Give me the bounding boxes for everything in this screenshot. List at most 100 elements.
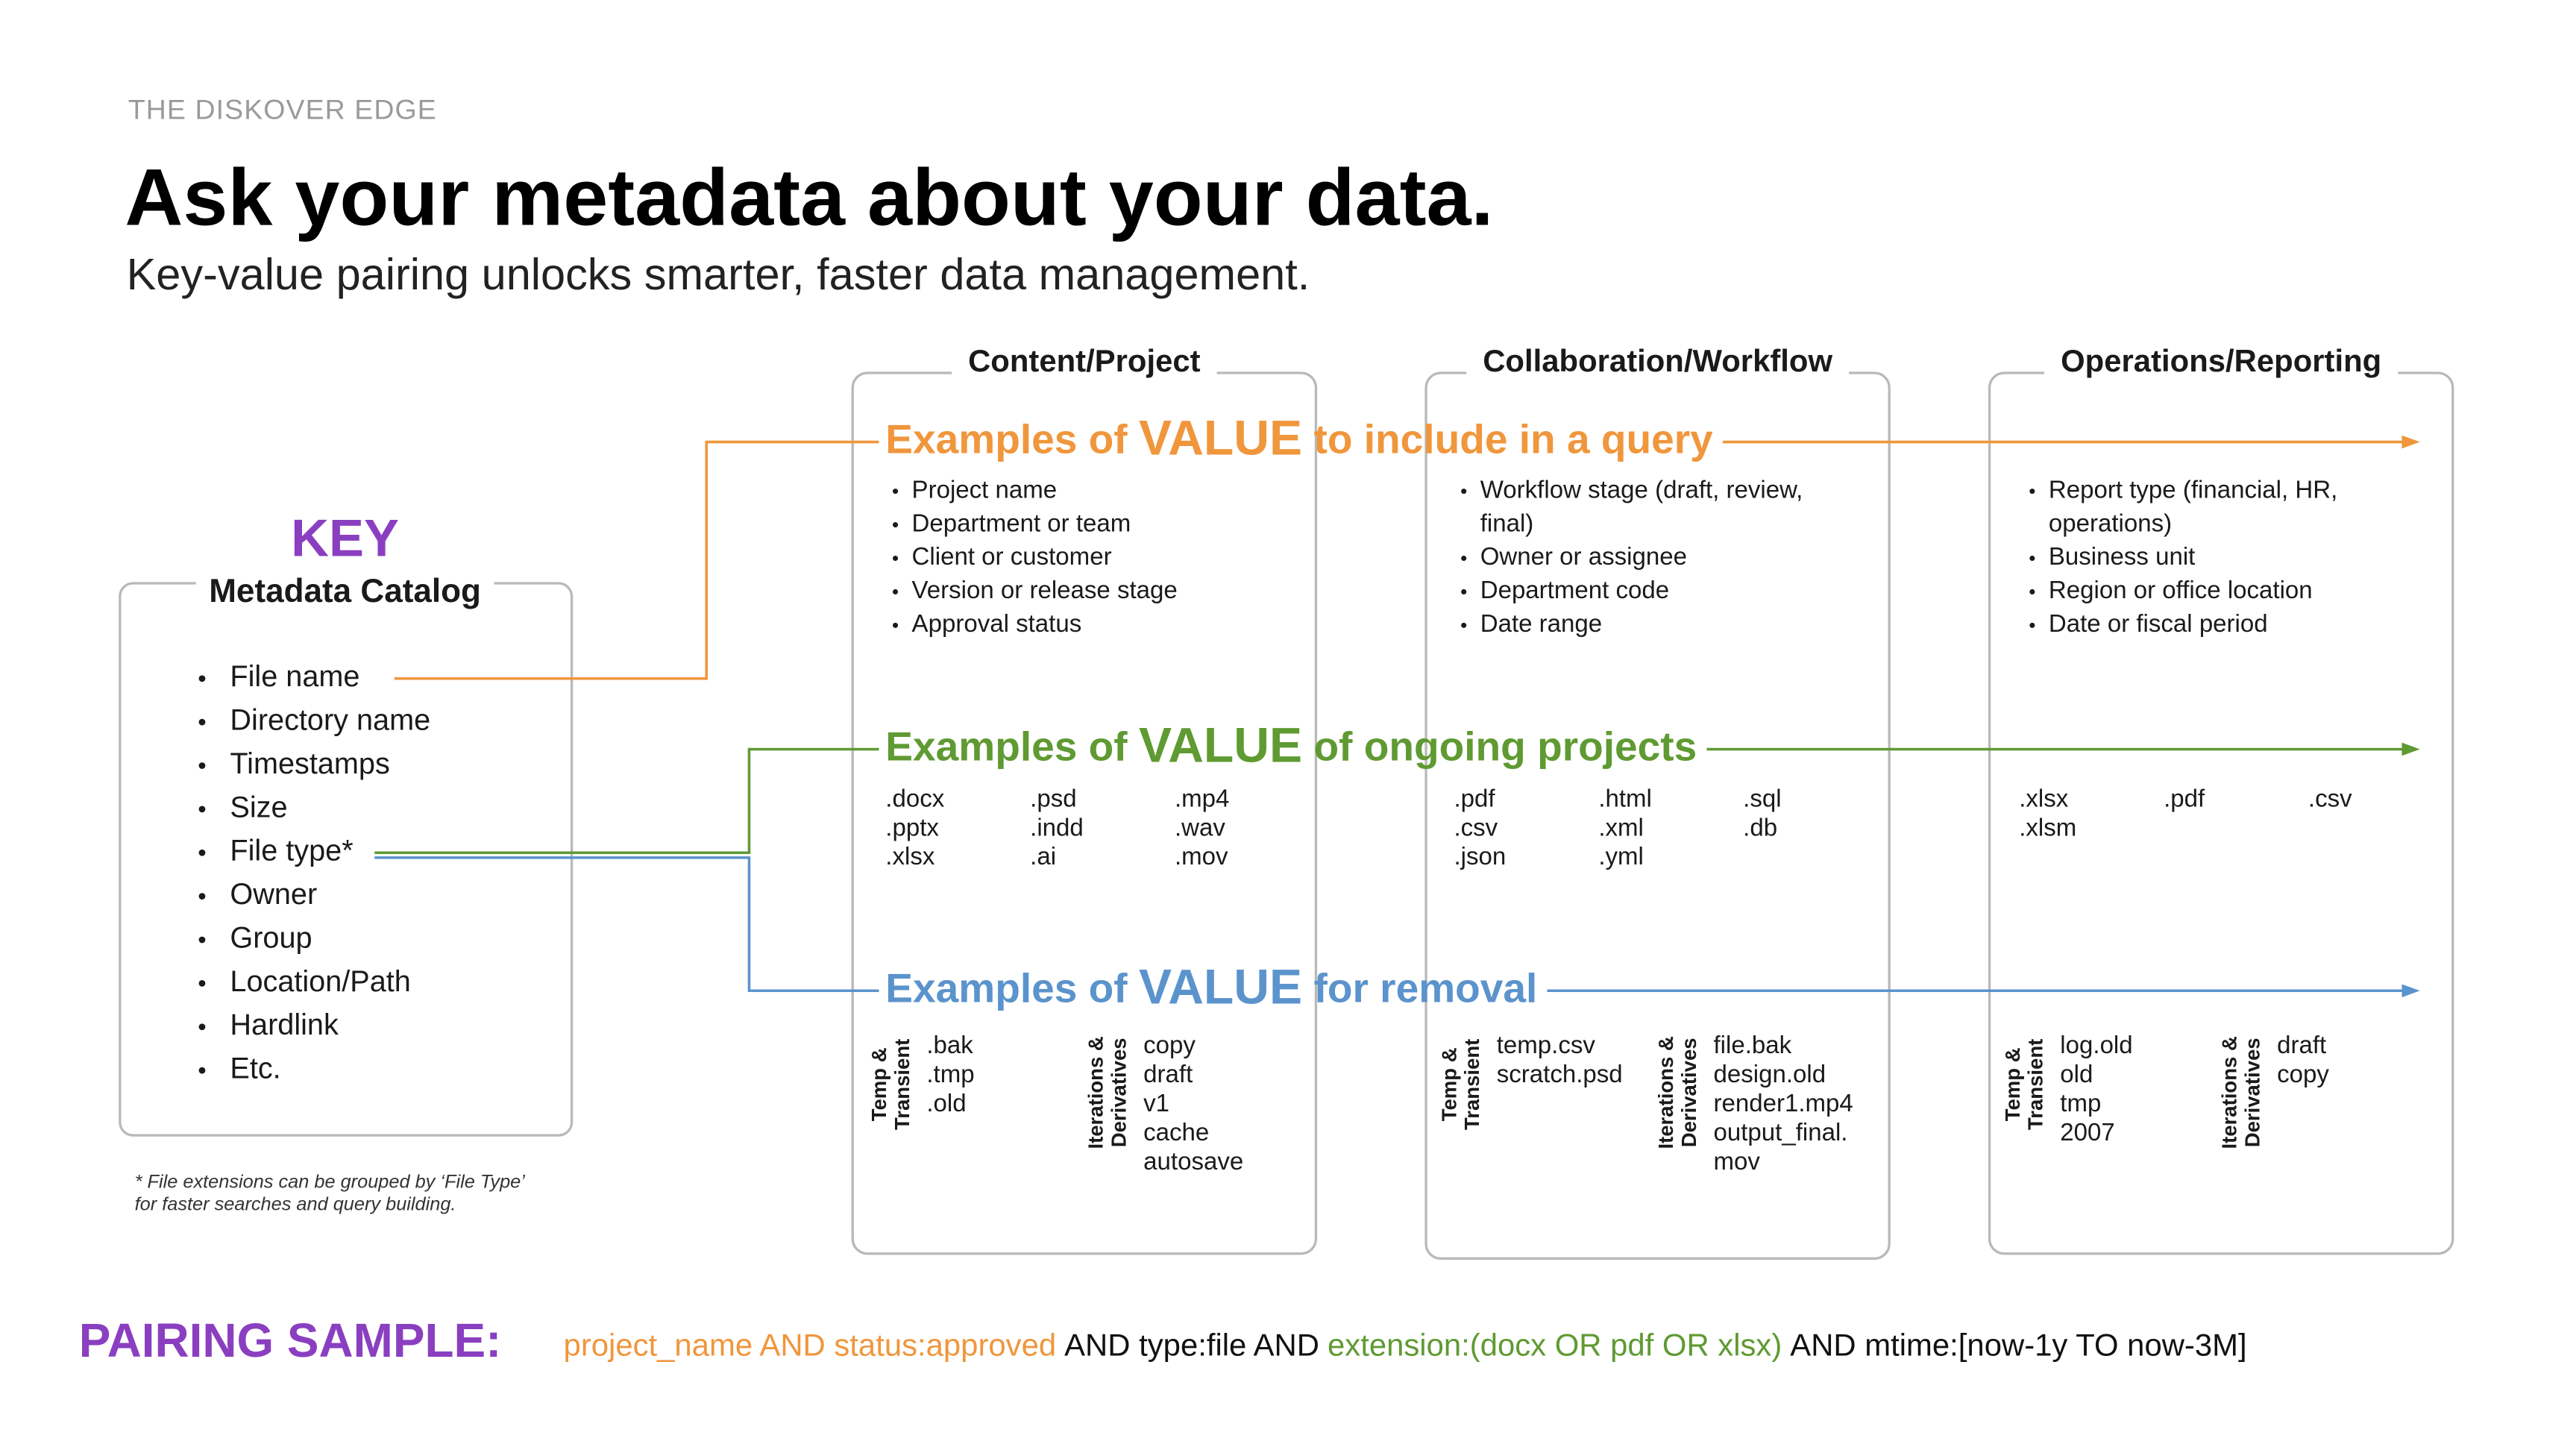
removal-item: draft — [2277, 1032, 2326, 1059]
value-item: Workflow stage (draft, review, — [1480, 476, 1803, 503]
extension: .xlsx — [885, 843, 935, 870]
value-item: Project name — [912, 476, 1058, 503]
heading-suffix: for removal — [1313, 964, 1537, 1011]
extension: .csv — [2308, 785, 2352, 812]
removal-item: copy — [2277, 1061, 2329, 1088]
removal-item: scratch.psd — [1497, 1061, 1623, 1088]
value-item: Department code — [1480, 577, 1669, 604]
heading-prefix: Examples of — [885, 415, 1128, 462]
extension: .docx — [885, 785, 944, 812]
extension: .csv — [1454, 814, 1498, 841]
value-item: final) — [1480, 509, 1534, 537]
title: Ask your metadata about your data. — [125, 152, 1493, 242]
group-label: Transient — [1460, 1039, 1483, 1130]
group-label: Transient — [890, 1039, 914, 1130]
bullet — [198, 675, 206, 682]
key-item: File type* — [230, 835, 353, 867]
group-label: Transient — [2024, 1039, 2047, 1130]
value-item: Owner or assignee — [1480, 543, 1687, 571]
footnote: for faster searches and query building. — [135, 1193, 456, 1214]
value-item: Report type (financial, HR, — [2049, 476, 2337, 503]
removal-item: .bak — [926, 1032, 973, 1059]
removal-item: draft — [1143, 1061, 1193, 1088]
key-item: File name — [230, 660, 359, 693]
connector — [374, 856, 879, 993]
group-label: Iterations & — [1654, 1036, 1677, 1149]
value-item: Region or office location — [2049, 577, 2313, 604]
bullet — [1461, 588, 1467, 594]
bullet — [893, 555, 899, 562]
connector — [374, 747, 879, 855]
heading-gap — [2044, 353, 2398, 386]
extension: .mov — [1175, 843, 1228, 870]
removal-item: render1.mp4 — [1714, 1090, 1853, 1117]
removal-item: v1 — [1143, 1090, 1169, 1117]
extension: .json — [1454, 843, 1506, 870]
bullet — [198, 1023, 206, 1031]
removal-item: tmp — [2060, 1090, 2101, 1117]
extension: .psd — [1030, 785, 1076, 812]
extension: .xlsx — [2019, 785, 2069, 812]
bullet — [198, 849, 206, 856]
bullet — [893, 622, 899, 628]
extension: .xlsm — [2019, 814, 2076, 841]
removal-item: output_final. — [1714, 1119, 1848, 1146]
pairing-sample: project_name AND status:approved AND type… — [564, 1327, 2247, 1362]
bullet — [2029, 588, 2035, 594]
group-label: Temp & — [2001, 1047, 2024, 1121]
extension: .html — [1598, 785, 1652, 812]
bullet — [1461, 622, 1467, 628]
bullet — [198, 936, 206, 944]
value-item: operations) — [2049, 509, 2172, 537]
heading-prefix: Examples of — [885, 723, 1128, 769]
heading-emphasis: VALUE — [1139, 960, 1302, 1015]
removal-item: old — [2060, 1061, 2093, 1088]
bullet — [198, 1067, 206, 1074]
query-segment: AND mtime:[now-1y TO now-3M] — [1790, 1327, 2246, 1362]
column-heading: Content/Project — [968, 343, 1201, 378]
heading-emphasis: VALUE — [1139, 411, 1302, 466]
value-item: Business unit — [2049, 543, 2195, 571]
removal-item: cache — [1143, 1119, 1209, 1146]
row-heading: Examples of VALUE for removal — [885, 960, 1537, 1015]
heading-gap — [1466, 353, 1850, 386]
heading-gap — [195, 574, 494, 609]
group-label: Iterations & — [1084, 1036, 1108, 1149]
heading-suffix: to include in a query — [1313, 415, 1713, 462]
removal-item: 2007 — [2060, 1119, 2114, 1146]
extension: .pdf — [1454, 785, 1495, 812]
column-heading: Collaboration/Workflow — [1483, 343, 1832, 378]
pairing-label: PAIRING SAMPLE: — [79, 1313, 502, 1367]
extension: .sql — [1743, 785, 1781, 812]
removal-item: temp.csv — [1497, 1032, 1596, 1059]
removal-item: autosave — [1143, 1148, 1243, 1176]
key-item: Etc. — [230, 1052, 280, 1085]
key-item: Directory name — [230, 704, 430, 737]
key-item: Owner — [230, 878, 317, 911]
key-item: Size — [230, 791, 287, 823]
value-item: Date or fiscal period — [2049, 610, 2268, 638]
value-item: Approval status — [912, 610, 1082, 638]
key-item: Location/Path — [230, 965, 410, 998]
heading-gap — [952, 353, 1217, 386]
bullet — [893, 522, 899, 528]
bullet — [2029, 622, 2035, 628]
bullet — [198, 762, 206, 769]
extension: .xml — [1598, 814, 1644, 841]
key-item: Hardlink — [230, 1008, 339, 1041]
removal-item: design.old — [1714, 1061, 1826, 1088]
group-label: Iterations & — [2218, 1036, 2241, 1149]
removal-item: mov — [1714, 1148, 1761, 1176]
key-label: KEY — [291, 509, 399, 568]
column-heading: Operations/Reporting — [2061, 343, 2381, 378]
bullet — [893, 588, 899, 594]
extension: .db — [1743, 814, 1777, 841]
group-label: Derivatives — [1108, 1038, 1131, 1147]
heading-prefix: Examples of — [885, 964, 1128, 1011]
extension: .ai — [1030, 843, 1056, 870]
bullet — [2029, 489, 2035, 495]
extension: .pdf — [2164, 785, 2205, 812]
key-heading: Metadata Catalog — [209, 573, 481, 609]
query-segment: extension:(docx OR pdf OR xlsx) — [1328, 1327, 1782, 1362]
